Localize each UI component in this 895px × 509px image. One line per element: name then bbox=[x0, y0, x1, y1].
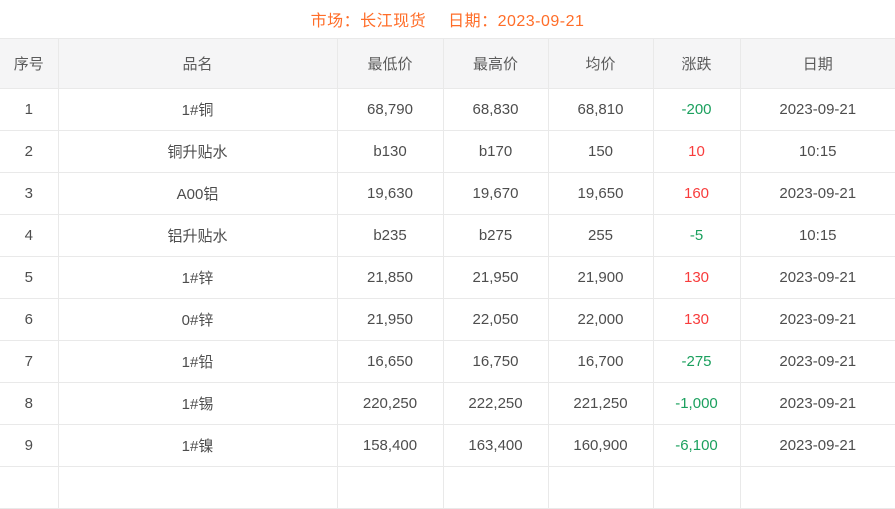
cell-high: 68,830 bbox=[442, 88, 549, 131]
table-row: 5 1#锌 21,850 21,950 21,900 130 2023-09-2… bbox=[0, 256, 895, 299]
cell-low: b130 bbox=[336, 130, 444, 173]
cell-no: 3 bbox=[0, 172, 59, 215]
cell-avg: 160,900 bbox=[547, 424, 654, 467]
cell-change: 130 bbox=[652, 298, 741, 341]
cell-no: 9 bbox=[0, 424, 59, 467]
page-title: 市场：长江现货 日期：2023-09-21 bbox=[0, 0, 895, 38]
header-date: 日期 bbox=[739, 38, 895, 89]
cell-date: 2023-09-21 bbox=[739, 298, 895, 341]
cell-high: 21,950 bbox=[442, 256, 549, 299]
price-table: 序号 品名 最低价 最高价 均价 涨跌 日期 1 1#铜 68,790 68,8… bbox=[0, 38, 895, 509]
cell-name: 0#锌 bbox=[57, 298, 338, 341]
cell-avg: 22,000 bbox=[547, 298, 654, 341]
cell-date: 2023-09-21 bbox=[739, 172, 895, 215]
cell-low: 16,650 bbox=[336, 340, 444, 383]
cell-low: b235 bbox=[336, 214, 444, 257]
cell-avg bbox=[547, 466, 654, 509]
cell-avg: 68,810 bbox=[547, 88, 654, 131]
header-low: 最低价 bbox=[336, 38, 444, 89]
cell-avg: 255 bbox=[547, 214, 654, 257]
table-header: 序号 品名 最低价 最高价 均价 涨跌 日期 bbox=[0, 38, 895, 89]
header-no: 序号 bbox=[0, 38, 59, 89]
table-body: 1 1#铜 68,790 68,830 68,810 -200 2023-09-… bbox=[0, 88, 895, 509]
cell-low bbox=[336, 466, 444, 509]
cell-name bbox=[57, 466, 338, 509]
cell-avg: 16,700 bbox=[547, 340, 654, 383]
table-row: 1 1#铜 68,790 68,830 68,810 -200 2023-09-… bbox=[0, 88, 895, 131]
cell-name: 1#铜 bbox=[57, 88, 338, 131]
date-label: 日期：2023-09-21 bbox=[448, 13, 585, 30]
cell-date: 10:15 bbox=[739, 214, 895, 257]
cell-avg: 221,250 bbox=[547, 382, 654, 425]
cell-date: 2023-09-21 bbox=[739, 382, 895, 425]
cell-high: 19,670 bbox=[442, 172, 549, 215]
cell-no: 6 bbox=[0, 298, 59, 341]
table-row: 7 1#铅 16,650 16,750 16,700 -275 2023-09-… bbox=[0, 340, 895, 383]
cell-change: -6,100 bbox=[652, 424, 741, 467]
table-row: 2 铜升贴水 b130 b170 150 10 10:15 bbox=[0, 130, 895, 173]
cell-name: 1#锡 bbox=[57, 382, 338, 425]
cell-avg: 150 bbox=[547, 130, 654, 173]
cell-date: 2023-09-21 bbox=[739, 424, 895, 467]
cell-change: -200 bbox=[652, 88, 741, 131]
cell-no: 2 bbox=[0, 130, 59, 173]
table-row-partial bbox=[0, 466, 895, 509]
cell-name: 铝升贴水 bbox=[57, 214, 338, 257]
cell-high: 22,050 bbox=[442, 298, 549, 341]
cell-change: 130 bbox=[652, 256, 741, 299]
cell-name: 1#锌 bbox=[57, 256, 338, 299]
header-change: 涨跌 bbox=[652, 38, 741, 89]
cell-date bbox=[739, 466, 895, 509]
header-row: 序号 品名 最低价 最高价 均价 涨跌 日期 bbox=[0, 38, 895, 89]
table-row: 6 0#锌 21,950 22,050 22,000 130 2023-09-2… bbox=[0, 298, 895, 341]
cell-low: 68,790 bbox=[336, 88, 444, 131]
cell-date: 2023-09-21 bbox=[739, 256, 895, 299]
table-row: 4 铝升贴水 b235 b275 255 -5 10:15 bbox=[0, 214, 895, 257]
cell-no: 1 bbox=[0, 88, 59, 131]
cell-name: A00铝 bbox=[57, 172, 338, 215]
cell-high bbox=[442, 466, 549, 509]
cell-change bbox=[652, 466, 741, 509]
cell-no: 8 bbox=[0, 382, 59, 425]
cell-no: 5 bbox=[0, 256, 59, 299]
header-high: 最高价 bbox=[442, 38, 549, 89]
cell-high: 222,250 bbox=[442, 382, 549, 425]
cell-avg: 19,650 bbox=[547, 172, 654, 215]
cell-no bbox=[0, 466, 59, 509]
table-row: 8 1#锡 220,250 222,250 221,250 -1,000 202… bbox=[0, 382, 895, 425]
cell-date: 2023-09-21 bbox=[739, 340, 895, 383]
cell-date: 2023-09-21 bbox=[739, 88, 895, 131]
cell-low: 158,400 bbox=[336, 424, 444, 467]
cell-no: 4 bbox=[0, 214, 59, 257]
cell-high: b275 bbox=[442, 214, 549, 257]
cell-change: -1,000 bbox=[652, 382, 741, 425]
table-row: 9 1#镍 158,400 163,400 160,900 -6,100 202… bbox=[0, 424, 895, 467]
cell-high: b170 bbox=[442, 130, 549, 173]
cell-change: -275 bbox=[652, 340, 741, 383]
cell-high: 16,750 bbox=[442, 340, 549, 383]
cell-change: 160 bbox=[652, 172, 741, 215]
table-row: 3 A00铝 19,630 19,670 19,650 160 2023-09-… bbox=[0, 172, 895, 215]
cell-date: 10:15 bbox=[739, 130, 895, 173]
cell-low: 21,850 bbox=[336, 256, 444, 299]
cell-change: -5 bbox=[652, 214, 741, 257]
header-name: 品名 bbox=[57, 38, 338, 89]
cell-low: 19,630 bbox=[336, 172, 444, 215]
cell-low: 220,250 bbox=[336, 382, 444, 425]
cell-no: 7 bbox=[0, 340, 59, 383]
cell-change: 10 bbox=[652, 130, 741, 173]
cell-name: 1#铅 bbox=[57, 340, 338, 383]
cell-low: 21,950 bbox=[336, 298, 444, 341]
cell-name: 铜升贴水 bbox=[57, 130, 338, 173]
header-avg: 均价 bbox=[547, 38, 654, 89]
cell-avg: 21,900 bbox=[547, 256, 654, 299]
cell-high: 163,400 bbox=[442, 424, 549, 467]
market-label: 市场：长江现货 bbox=[310, 13, 427, 30]
cell-name: 1#镍 bbox=[57, 424, 338, 467]
